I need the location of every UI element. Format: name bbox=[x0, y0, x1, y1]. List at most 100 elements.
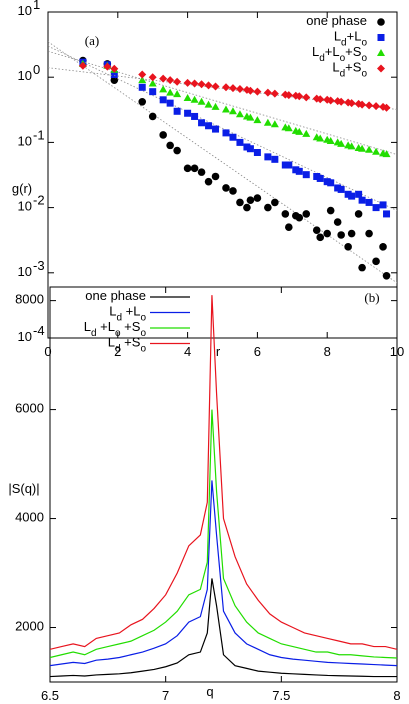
marker bbox=[316, 95, 325, 104]
marker bbox=[221, 105, 230, 113]
legend-label: Ld +Lo bbox=[109, 304, 146, 324]
plot-frame bbox=[47, 11, 398, 339]
marker bbox=[264, 203, 272, 212]
marker bbox=[221, 83, 230, 92]
marker bbox=[138, 76, 147, 84]
marker bbox=[222, 184, 230, 192]
y-tick-label: 2000 bbox=[15, 619, 44, 634]
marker bbox=[166, 88, 175, 96]
marker bbox=[229, 187, 237, 195]
marker bbox=[212, 125, 220, 133]
marker bbox=[295, 92, 304, 101]
marker bbox=[316, 233, 325, 242]
marker bbox=[327, 179, 335, 187]
marker bbox=[285, 223, 293, 232]
marker bbox=[337, 185, 345, 193]
marker bbox=[236, 138, 244, 146]
marker bbox=[347, 229, 356, 238]
marker bbox=[354, 210, 363, 218]
marker bbox=[236, 198, 244, 207]
x-tick-label: 7.5 bbox=[272, 688, 290, 703]
x-tick-label: 6.5 bbox=[41, 688, 59, 703]
x-tick-label: 8 bbox=[324, 344, 331, 359]
marker bbox=[148, 112, 157, 121]
marker bbox=[235, 84, 244, 93]
marker bbox=[337, 97, 346, 106]
marker bbox=[197, 80, 206, 89]
y-tick-label: 4000 bbox=[15, 510, 44, 525]
marker bbox=[270, 120, 279, 128]
marker bbox=[246, 196, 255, 204]
x-tick-label: 8 bbox=[393, 688, 400, 703]
marker bbox=[365, 198, 373, 206]
x-tick-label: 7 bbox=[162, 688, 169, 703]
y-tick-label: 8000 bbox=[15, 292, 44, 307]
marker bbox=[103, 62, 112, 71]
marker bbox=[173, 90, 182, 98]
plot-frame bbox=[49, 286, 398, 683]
marker bbox=[204, 100, 213, 108]
marker bbox=[285, 161, 293, 169]
marker bbox=[228, 84, 237, 93]
y-tick-exponent: -4 bbox=[33, 323, 45, 338]
marker bbox=[382, 271, 391, 280]
marker bbox=[166, 141, 174, 150]
marker bbox=[333, 218, 342, 226]
marker bbox=[264, 153, 272, 161]
marker bbox=[205, 122, 213, 130]
marker bbox=[246, 113, 255, 121]
marker bbox=[211, 82, 220, 91]
marker bbox=[110, 71, 118, 79]
y-tick-label: 10 bbox=[18, 329, 32, 344]
marker bbox=[198, 119, 206, 127]
marker bbox=[159, 131, 167, 139]
marker bbox=[190, 164, 199, 173]
series-line bbox=[50, 578, 397, 678]
y-tick-label: 10 bbox=[18, 69, 32, 84]
y-tick-label: 10 bbox=[18, 199, 32, 214]
y-tick-label: 6000 bbox=[15, 401, 44, 416]
marker bbox=[159, 96, 167, 104]
marker bbox=[159, 85, 168, 93]
marker bbox=[166, 99, 174, 107]
marker bbox=[138, 97, 147, 106]
legend-label: Ld+Lo bbox=[334, 29, 368, 49]
marker bbox=[358, 144, 367, 152]
fit-line bbox=[48, 67, 397, 110]
panel-label: (b) bbox=[364, 290, 379, 305]
x-axis-label: q bbox=[206, 684, 213, 699]
marker bbox=[222, 129, 230, 137]
marker bbox=[379, 201, 387, 209]
marker bbox=[382, 103, 391, 112]
marker bbox=[246, 145, 254, 153]
marker bbox=[302, 93, 311, 102]
marker bbox=[316, 174, 324, 182]
marker bbox=[253, 148, 261, 156]
marker bbox=[110, 64, 119, 73]
legend-label: Ld+So bbox=[332, 60, 367, 80]
marker bbox=[372, 204, 380, 212]
marker bbox=[316, 134, 325, 142]
marker bbox=[173, 107, 181, 115]
legend-label: Ld +So bbox=[108, 335, 147, 355]
marker bbox=[365, 229, 373, 238]
x-tick-label: 0 bbox=[44, 344, 51, 359]
marker bbox=[253, 87, 262, 96]
marker bbox=[337, 139, 346, 147]
marker bbox=[358, 196, 366, 204]
marker bbox=[263, 118, 272, 126]
y-tick-exponent: 0 bbox=[33, 63, 40, 78]
legend-label: one phase bbox=[85, 288, 146, 303]
marker bbox=[204, 177, 213, 186]
marker bbox=[246, 86, 255, 95]
marker bbox=[372, 147, 381, 155]
marker bbox=[270, 89, 279, 98]
y-tick-exponent: 1 bbox=[33, 0, 40, 12]
marker bbox=[78, 61, 87, 70]
marker bbox=[377, 64, 385, 73]
marker bbox=[243, 203, 251, 212]
y-tick-exponent: -2 bbox=[33, 193, 45, 208]
marker bbox=[166, 76, 175, 85]
legend-label: Ld+Lo+So bbox=[312, 44, 367, 64]
